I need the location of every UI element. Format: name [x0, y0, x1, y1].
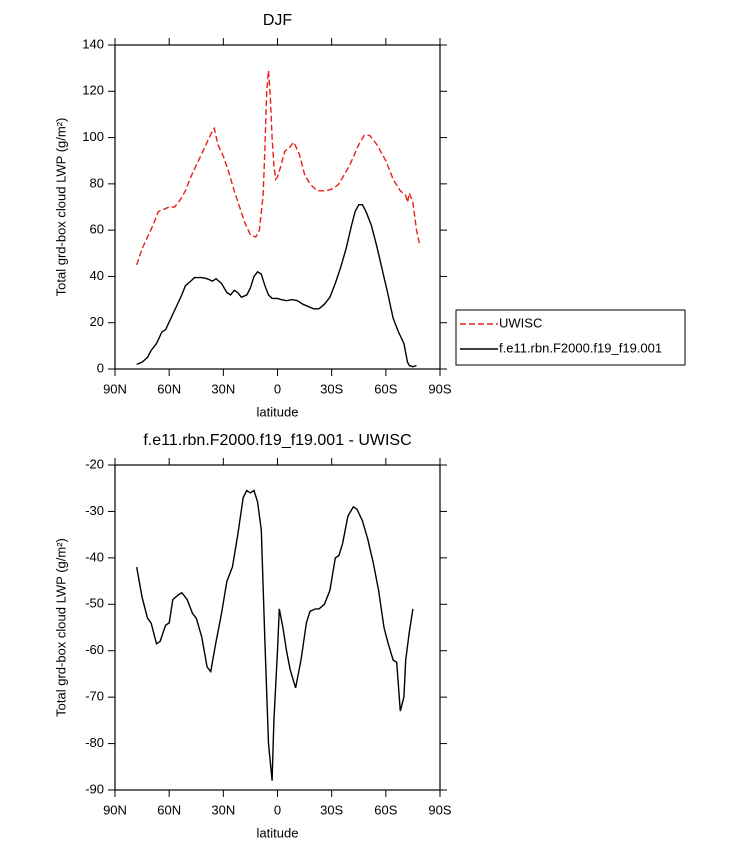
x-tick-label: 30N [211, 381, 235, 396]
y-tick-label: 60 [90, 222, 104, 237]
data-line [136, 489, 414, 781]
legend-label: UWISC [499, 315, 542, 330]
x-axis-label: latitude [257, 825, 299, 840]
chart-title: f.e11.rbn.F2000.f19_f19.001 - UWISC [143, 432, 411, 449]
chart-title: DJF [263, 12, 293, 29]
x-tick-label: 30N [211, 802, 235, 817]
x-tick-label: 90N [103, 802, 127, 817]
y-tick-label: -30 [85, 503, 104, 518]
x-tick-label: 60S [374, 802, 397, 817]
y-tick-label: 120 [82, 83, 104, 98]
x-axis-label: latitude [257, 404, 299, 419]
x-tick-label: 30S [320, 802, 343, 817]
y-tick-label: 80 [90, 175, 104, 190]
y-tick-label: 140 [82, 36, 104, 51]
x-tick-label: 0 [274, 381, 281, 396]
data-line [136, 70, 421, 266]
legend-label: f.e11.rbn.F2000.f19_f19.001 [499, 340, 662, 355]
x-tick-label: 60S [374, 381, 397, 396]
x-tick-label: 90S [428, 802, 451, 817]
y-tick-label: -50 [85, 596, 104, 611]
y-tick-label: 40 [90, 268, 104, 283]
y-tick-label: -70 [85, 689, 104, 704]
y-axis-label: Total grd-box cloud LWP (g/m²) [53, 118, 68, 297]
data-line [136, 204, 417, 368]
y-tick-label: 100 [82, 129, 104, 144]
y-tick-label: -40 [85, 549, 104, 564]
y-axis-label: Total grd-box cloud LWP (g/m²) [53, 538, 68, 717]
x-tick-label: 60N [157, 381, 181, 396]
y-tick-label: -20 [85, 456, 104, 471]
x-tick-label: 90N [103, 381, 127, 396]
x-tick-label: 90S [428, 381, 451, 396]
plot-frame [114, 464, 441, 791]
legend-box [455, 309, 686, 366]
x-tick-label: 30S [320, 381, 343, 396]
y-tick-label: 20 [90, 314, 104, 329]
y-tick-label: 0 [97, 360, 104, 375]
y-tick-label: -90 [85, 781, 104, 796]
x-tick-label: 0 [274, 802, 281, 817]
plot-frame [114, 44, 441, 370]
y-tick-label: -80 [85, 735, 104, 750]
y-tick-label: -60 [85, 642, 104, 657]
x-tick-label: 60N [157, 802, 181, 817]
